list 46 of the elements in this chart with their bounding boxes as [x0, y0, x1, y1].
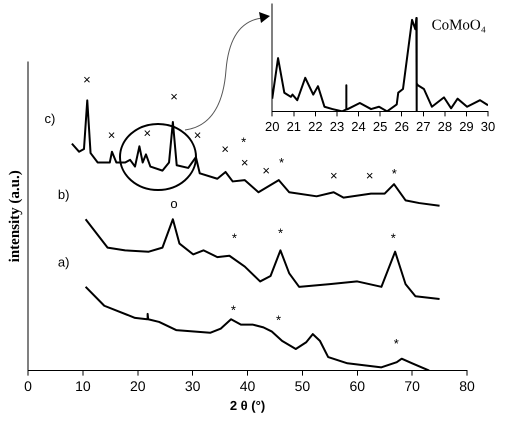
annotation: *: [230, 302, 236, 318]
annotation: *: [390, 230, 396, 246]
annotation: *: [394, 336, 399, 351]
annotation: ×: [240, 154, 248, 170]
series-label: b): [58, 186, 70, 202]
annotation: CoMoO₄: [432, 17, 486, 34]
x-tick-label: 20: [264, 118, 280, 134]
annotation: ×: [194, 127, 202, 142]
annotation: *: [276, 312, 282, 328]
x-tick-label: 10: [75, 378, 91, 394]
x-tick-label: 70: [404, 378, 420, 394]
x-tick-label: 23: [330, 118, 344, 134]
text: ×: [83, 72, 91, 87]
annotation: *: [392, 166, 397, 181]
x-tick-label: 20: [130, 378, 146, 394]
annotation: ×: [170, 88, 178, 104]
x-tick-label: 40: [240, 378, 256, 394]
series-label: c): [44, 111, 56, 126]
annotation: ×: [144, 125, 152, 140]
x-tick-label: 24: [351, 118, 366, 134]
annotation: *: [279, 154, 284, 170]
x-tick-label: 26: [394, 118, 409, 134]
x-tick-label: 28: [438, 118, 452, 134]
annotation: ×: [262, 162, 270, 178]
x-tick-label: 27: [416, 118, 431, 134]
x-tick-label: 30: [480, 118, 496, 134]
annotation: *: [232, 230, 237, 246]
annotation: o: [170, 196, 178, 212]
x-tick-label: 60: [349, 378, 366, 394]
x-tick-label: 22: [308, 118, 323, 134]
x-tick-label: 0: [24, 378, 32, 394]
annotation: *: [241, 134, 246, 150]
series-label: a): [58, 254, 70, 270]
x-tick-label: 21: [286, 118, 302, 134]
x-tick-label: 30: [184, 378, 201, 394]
y-axis-title: intensity (a.u.): [6, 170, 23, 262]
x-axis-title: 2 θ (°): [230, 398, 266, 413]
annotation: ×: [330, 168, 338, 183]
x-tick-label: 80: [459, 378, 475, 394]
annotation: *: [278, 226, 284, 241]
annotation: ×: [366, 168, 374, 183]
x-tick-label: 25: [372, 118, 388, 134]
x-tick-label: 29: [459, 118, 474, 134]
x-tick-label: 50: [294, 378, 310, 394]
annotation: ×: [221, 142, 230, 157]
annotation: ×: [108, 127, 116, 142]
